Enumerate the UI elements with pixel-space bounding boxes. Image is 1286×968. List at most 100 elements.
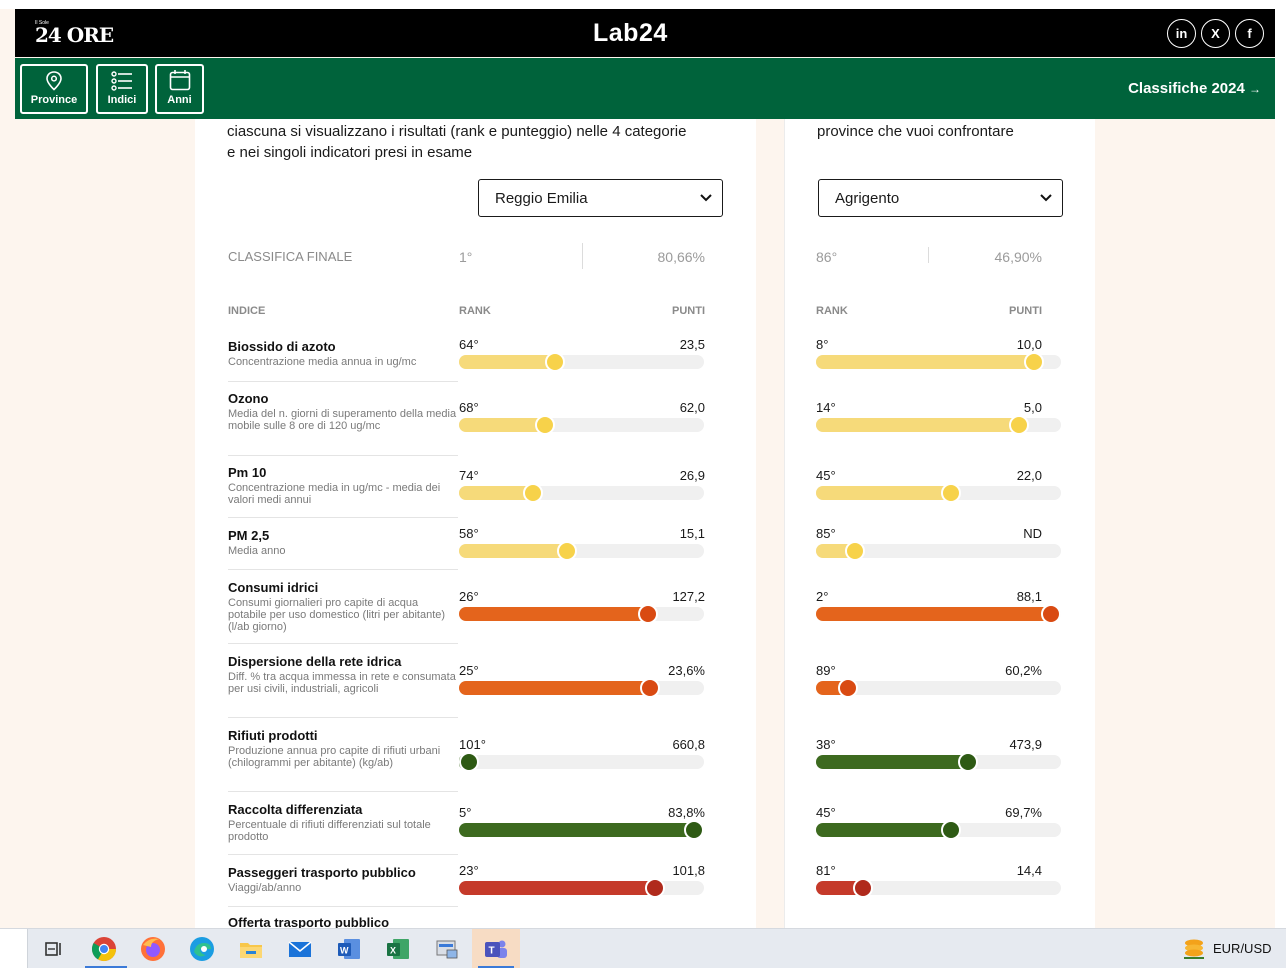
lab24-brand[interactable]: Lab24 [593, 19, 668, 47]
indicator-description: Media del n. giorni di superamento della… [228, 408, 457, 432]
indicator-info: Dispersione della rete idrica Diff. % tra… [228, 654, 458, 695]
taskbar-search-box[interactable] [0, 929, 28, 968]
nav-indici-button[interactable]: Indici [96, 64, 148, 114]
row-divider [228, 455, 458, 456]
row-divider [228, 569, 458, 570]
score-bar [459, 678, 704, 698]
edge-icon[interactable] [188, 935, 216, 963]
indicator-name: Pm 10 [228, 465, 267, 480]
indicator-description: Concentrazione media annua in ug/mc [228, 356, 417, 368]
points-value: 23,5 [679, 337, 705, 352]
nav-province-button[interactable]: Province [20, 64, 88, 114]
teams-icon[interactable]: T [482, 935, 510, 963]
word-icon[interactable]: W [335, 935, 363, 963]
indicator-info: PM 2,5 Media anno [228, 528, 458, 557]
indicator-name: Raccolta differenziata [228, 802, 363, 817]
site-header: Il Sole 24 ORE Lab24 in X f [15, 9, 1275, 57]
points-value: 26,9 [679, 468, 705, 483]
teams-active-indicator [478, 966, 514, 968]
chrome-active-indicator [85, 966, 127, 968]
score-bar-fill [459, 355, 555, 369]
rank-value: 64° [459, 337, 479, 352]
chrome-icon[interactable] [90, 935, 118, 963]
indicator-info: Ozono Media del n. giorni di superamento … [228, 391, 458, 432]
x-twitter-icon[interactable]: X [1201, 19, 1230, 48]
classifiche-link[interactable]: Classifiche 2024 → [1128, 80, 1261, 97]
score-bar-knob [845, 541, 866, 561]
linkedin-icon[interactable]: in [1167, 19, 1196, 48]
col-header-rank: RANK [459, 305, 491, 317]
sole24ore-logo[interactable]: Il Sole 24 ORE [35, 20, 114, 47]
final-rank: 1° [459, 249, 473, 265]
file-explorer-icon[interactable] [237, 935, 265, 963]
facebook-icon[interactable]: f [1235, 19, 1264, 48]
rank-value: 45° [816, 468, 836, 483]
chevron-down-icon [1040, 194, 1052, 202]
selected-province: Reggio Emilia [495, 189, 588, 207]
firefox-icon[interactable] [139, 935, 167, 963]
points-value: 60,2% [1005, 663, 1042, 678]
indicator-description: Viaggi/ab/anno [228, 882, 302, 894]
excel-icon[interactable]: X [384, 935, 412, 963]
svg-text:T: T [489, 946, 495, 957]
points-value: 83,8% [668, 805, 705, 820]
score-bar-knob [940, 820, 961, 840]
col-header-indice: INDICE [228, 305, 266, 317]
score-bar [816, 820, 1061, 840]
rank-value: 101° [459, 737, 486, 752]
rank-value: 25° [459, 663, 479, 678]
score-bar-knob [522, 483, 543, 503]
facebook-label: f [1247, 26, 1252, 41]
province-select-left[interactable]: Reggio Emilia [478, 179, 723, 217]
list-icon [111, 71, 132, 91]
indicator-name: Passeggeri trasporto pubblico [228, 865, 416, 880]
logo-main-text: 24 ORE [35, 23, 114, 47]
indicator-name: PM 2,5 [228, 528, 270, 543]
score-bar-fill [816, 755, 968, 769]
score-bar [816, 604, 1061, 624]
col-header-punti: PUNTI [672, 305, 705, 317]
score-bar-knob [957, 752, 978, 772]
indicator-name: Consumi idrici [228, 580, 319, 595]
score-bar-knob [1009, 415, 1030, 435]
points-value: 5,0 [1023, 400, 1042, 415]
row-divider [228, 906, 458, 907]
currency-ticker-icon[interactable] [1180, 936, 1208, 964]
points-value: 660,8 [672, 737, 705, 752]
row-divider [228, 791, 458, 792]
rank-value: 68° [459, 400, 479, 415]
control-panel-icon[interactable] [433, 935, 461, 963]
classifiche-label: Classifiche 2024 [1128, 80, 1245, 97]
nav-anni-button[interactable]: Anni [155, 64, 204, 114]
score-bar-fill [459, 418, 545, 432]
intro-text-right: province che vuoi confrontare [817, 123, 1014, 140]
chevron-down-icon [700, 194, 712, 202]
rank-value: 58° [459, 526, 479, 541]
task-view-icon[interactable] [40, 935, 68, 963]
browser-top-edge [0, 0, 1286, 9]
x-label: X [1211, 26, 1220, 41]
row-divider [228, 381, 458, 382]
points-value: 22,0 [1016, 468, 1042, 483]
score-bar-knob [684, 820, 704, 840]
comparison-panel-right: province che vuoi confrontare Agrigento … [784, 119, 1095, 928]
mail-icon[interactable] [286, 935, 314, 963]
selected-province-right: Agrigento [835, 189, 900, 207]
indicator-info: Biossido di azoto Concentrazione media an… [228, 339, 458, 368]
score-bar [459, 352, 704, 372]
score-bar-fill [459, 823, 694, 837]
indicator-description: Produzione annua pro capite di rifiuti u… [228, 745, 441, 769]
ticker-label: EUR/USD [1213, 941, 1272, 956]
rank-value: 14° [816, 400, 836, 415]
score-bar [459, 820, 704, 840]
indicator-description: Percentuale di rifiuti differenziati sul… [228, 819, 431, 843]
province-select-right[interactable]: Agrigento [818, 179, 1063, 217]
rank-value: 89° [816, 663, 836, 678]
score-bar-fill [459, 681, 651, 695]
points-value: 101,8 [672, 863, 705, 878]
indicator-info: Offerta trasporto pubblico [228, 915, 458, 928]
score-bar-knob [940, 483, 961, 503]
indicator-info: Rifiuti prodotti Produzione annua pro cap… [228, 728, 458, 769]
score-bar [816, 415, 1061, 435]
rank-value: 45° [816, 805, 836, 820]
